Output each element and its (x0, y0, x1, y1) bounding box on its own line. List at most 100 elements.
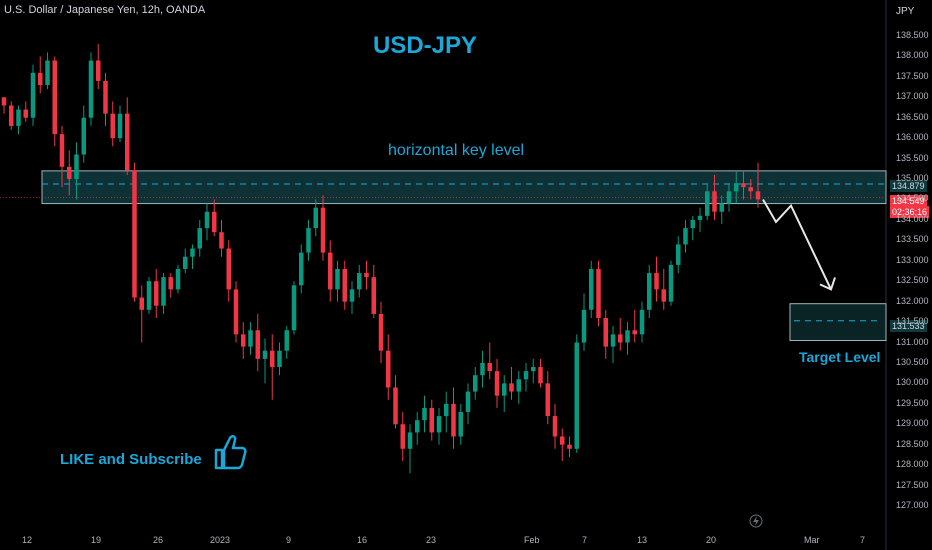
candle-body (683, 228, 688, 245)
candle-body (741, 183, 746, 188)
price-tick-label: 127.000 (896, 500, 929, 510)
candle-body (668, 264, 674, 302)
target-price-tag: 131.533 (890, 320, 927, 332)
candle-body (400, 424, 405, 449)
date-tick-label: Mar (804, 535, 820, 545)
candle-body (589, 268, 594, 310)
lightning-icon[interactable] (749, 514, 763, 528)
candle-body (415, 420, 420, 433)
candle-body (161, 277, 166, 306)
candle-body (690, 219, 695, 229)
projection-arrowhead (819, 277, 836, 291)
price-tick-label: 131.000 (896, 336, 929, 347)
candle-body (270, 350, 275, 368)
candle-body (103, 80, 108, 114)
candle-body (59, 134, 65, 167)
candle-body (1, 97, 7, 106)
candle-body (516, 379, 521, 392)
currency-unit: JPY (896, 6, 915, 17)
candle-body (132, 170, 137, 298)
candle-body (175, 268, 181, 290)
candle-body (393, 387, 398, 425)
candle-body (183, 256, 188, 269)
candle-body (705, 191, 710, 216)
candle-body (255, 330, 260, 359)
candle-body (603, 318, 608, 347)
candle-body (523, 371, 529, 380)
candle-body (226, 248, 231, 290)
candle-body (299, 252, 304, 286)
price-tick-label: 136.000 (896, 132, 929, 143)
candle-body (284, 330, 289, 351)
candle-body (23, 109, 28, 118)
candle-body (581, 309, 587, 343)
candle-body (117, 113, 123, 139)
candle-body (697, 215, 703, 220)
candle-body (480, 362, 485, 376)
date-tick-label: 9 (286, 535, 292, 545)
candle-body (9, 105, 14, 126)
candle-body (487, 362, 492, 372)
date-tick-label: 16 (357, 535, 368, 545)
candle-body (647, 273, 652, 310)
candle-body (552, 416, 558, 437)
candle-body (16, 109, 21, 126)
price-tick-label: 135.000 (896, 173, 929, 184)
date-tick-label: 7 (860, 535, 866, 545)
candle-body (81, 117, 86, 155)
candle-body (277, 350, 282, 368)
candle-body (661, 289, 666, 302)
candle-body (531, 367, 536, 372)
price-tick-label: 130.500 (896, 356, 929, 367)
candle-body (154, 281, 159, 306)
candle-body (197, 228, 202, 249)
date-tick-label: 7 (582, 535, 588, 545)
candle-body (45, 60, 50, 86)
candle-body (386, 350, 391, 388)
candle-body (610, 334, 616, 347)
candle-body (125, 113, 130, 171)
candle-body (313, 207, 318, 229)
candle-body (444, 403, 449, 417)
price-tick-label: 137.000 (896, 91, 929, 102)
key-level-label: horizontal key level (388, 142, 525, 159)
candle-body (407, 432, 413, 449)
candle-body (110, 113, 115, 139)
candle-body (654, 273, 659, 290)
candle-body (567, 444, 572, 449)
like-subscribe-text: LIKE and Subscribe (60, 451, 202, 468)
candle-body (30, 72, 36, 118)
price-tick-label: 133.500 (896, 234, 929, 245)
candle-body (538, 367, 543, 384)
candle-body (139, 297, 144, 310)
candle-body (146, 281, 152, 310)
candle-body (596, 268, 601, 318)
candle-body (38, 72, 43, 86)
candle-body (618, 334, 623, 343)
price-tick-label: 132.500 (896, 275, 929, 286)
candle-body (429, 407, 434, 433)
candle-body (676, 244, 681, 265)
candle-body (219, 232, 224, 249)
candle-body (422, 407, 427, 421)
candle-body (473, 375, 478, 392)
candle-body (494, 371, 500, 396)
candle-body (378, 313, 384, 351)
candle-body (371, 277, 376, 314)
price-tick-label: 128.000 (896, 459, 929, 470)
price-tick-label: 130.000 (896, 377, 929, 388)
candle-body (734, 183, 739, 192)
last-price-tag: 134.549 (890, 195, 927, 207)
price-tick-label: 129.000 (896, 418, 929, 429)
price-tick-label: 127.500 (896, 479, 929, 490)
candle-body (726, 191, 732, 204)
candle-body (451, 403, 456, 437)
price-tick-label: 128.500 (896, 438, 929, 449)
candle-body (241, 334, 246, 347)
date-tick-label: 2023 (210, 535, 231, 545)
price-tick-label: 136.500 (896, 111, 929, 122)
price-tick-label: 131.500 (896, 316, 929, 327)
projection-path (762, 198, 832, 290)
candle-body (458, 412, 463, 437)
